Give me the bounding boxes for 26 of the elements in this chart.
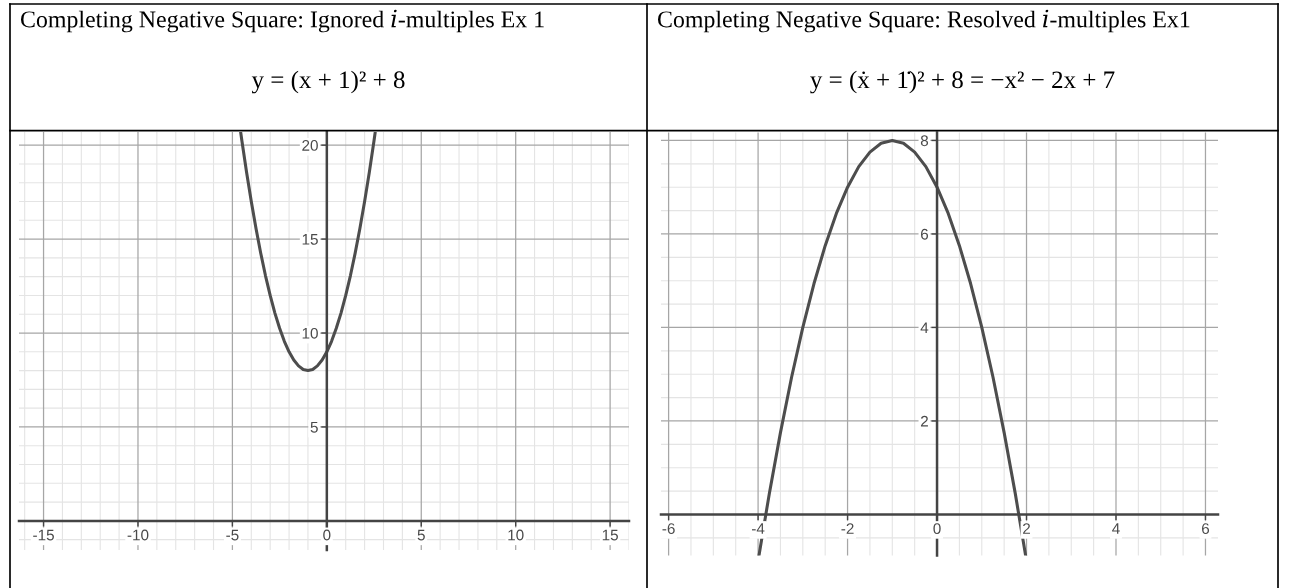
y-tick-label: 5: [310, 421, 318, 433]
y-tick-label: 6: [920, 228, 929, 240]
x-tick-label: 10: [508, 529, 524, 541]
x-tick-label: 0: [323, 529, 331, 541]
y-tick-label: 4: [920, 322, 929, 333]
chart-title: Completing Negative Square: Resolved 𝑖-multiples Ex1: [657, 9, 1190, 33]
x-tick-label: -15: [33, 529, 54, 541]
y-tick-label: 8: [920, 135, 929, 147]
y-tick-label: 2: [920, 415, 928, 427]
x-tick-label: -5: [226, 529, 239, 541]
x-tick-label: 6: [1202, 523, 1210, 535]
x-tick-label: 5: [417, 529, 425, 541]
chart-subtitle: y = (x + 1)² + 8: [251, 70, 405, 94]
y-tick-label: 20: [302, 140, 318, 151]
x-tick-label: -6: [662, 523, 675, 535]
x-tick-label: -2: [841, 523, 854, 534]
x-tick-label: 2: [1023, 523, 1030, 534]
y-tick-label: 10: [302, 327, 318, 339]
x-tick-label: 4: [1112, 523, 1120, 534]
x-tick-label: 0: [933, 523, 941, 535]
y-tick-label: 15: [302, 234, 318, 245]
x-tick-label: 15: [602, 529, 618, 541]
x-tick-label: -4: [751, 523, 765, 534]
x-tick-label: -10: [127, 529, 149, 541]
chart-title: Completing Negative Square: Ignored 𝑖-multiples Ex 1: [20, 9, 544, 33]
chart-subtitle: y = (ẋ + 1̇)² + 8 = −x² − 2x + 7: [810, 70, 1115, 94]
